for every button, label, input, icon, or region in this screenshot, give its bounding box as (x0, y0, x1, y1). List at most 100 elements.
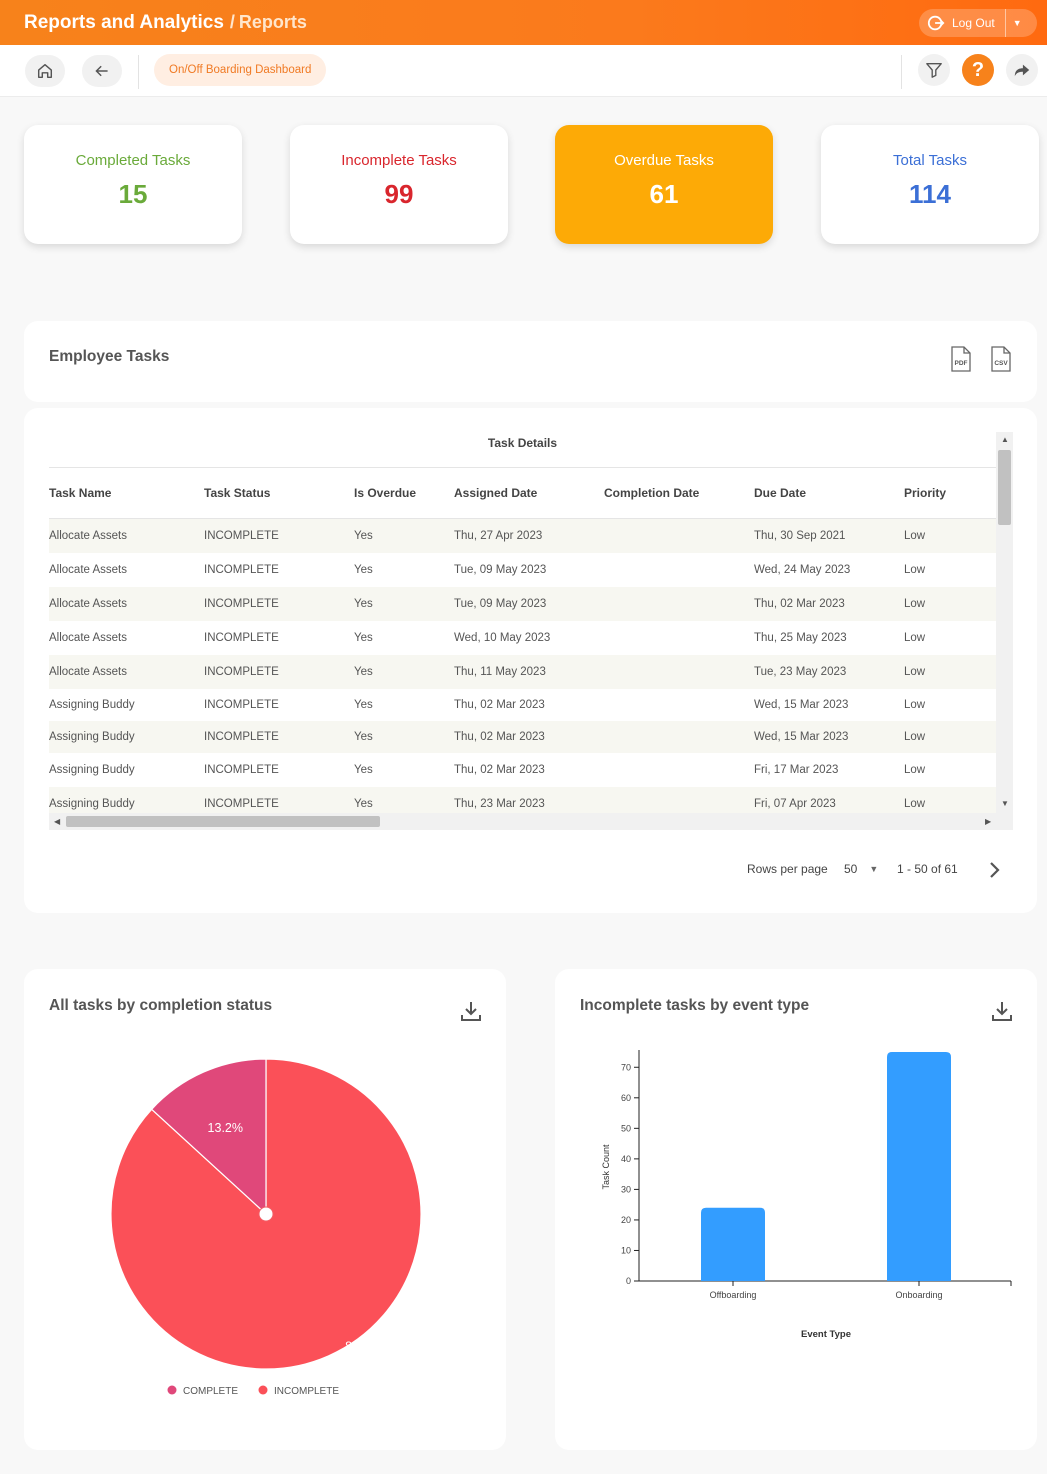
kpi-label: Completed Tasks (75, 152, 191, 169)
column-header-task-status[interactable]: Task Status (204, 486, 271, 500)
table-row[interactable]: Allocate Assets INCOMPLETE Yes Tue, 09 May … (49, 553, 996, 587)
horizontal-scrollbar[interactable]: ◀ ▶ (49, 813, 1013, 830)
employee-tasks-header: Employee Tasks PDF CSV (24, 321, 1037, 402)
scroll-right-icon[interactable]: ▶ (985, 817, 992, 826)
home-icon (37, 63, 53, 79)
download-icon[interactable] (991, 1000, 1013, 1022)
pie-slice-complete[interactable] (150, 1058, 267, 1216)
column-header-priority[interactable]: Priority (904, 486, 947, 500)
cell-task-status: INCOMPLETE (204, 632, 279, 644)
home-button[interactable] (25, 55, 65, 87)
y-tick-label: 60 (621, 1093, 631, 1103)
horizontal-scroll-thumb[interactable] (66, 816, 380, 827)
dashboard-chip[interactable]: On/Off Boarding Dashboard (154, 54, 327, 86)
table-row[interactable]: Allocate Assets INCOMPLETE Yes Thu, 11 May … (49, 655, 996, 689)
vertical-scrollbar[interactable]: ▲ ▼ (996, 432, 1013, 813)
table-header: Task Name Task Status Is Overdue Assigne… (49, 469, 996, 519)
column-header-due-date[interactable]: Due Date (754, 486, 807, 500)
cell-is-overdue: Yes (354, 598, 373, 610)
arrow-left-icon (95, 65, 108, 77)
cell-priority: Low (904, 632, 926, 644)
column-header-assigned-date[interactable]: Assigned Date (454, 486, 538, 500)
kpi-value: 114 (909, 179, 951, 209)
chevron-down-icon[interactable]: ▼ (1012, 18, 1022, 28)
cell-task-status: INCOMPLETE (204, 564, 279, 576)
employee-tasks-table: Task Details Task Name Task Status Is Ov… (49, 432, 1013, 830)
y-tick-label: 20 (621, 1215, 631, 1225)
bar-chart: 0 10 20 30 40 50 60 70 Offboarding Onboarding Even… (601, 1050, 1012, 1340)
pdf-export-icon[interactable]: PDF (950, 346, 972, 372)
share-icon (1014, 64, 1030, 77)
legend-swatch-complete (167, 1385, 177, 1395)
cell-task-name: Assigning Buddy (49, 731, 135, 743)
column-header-is-overdue[interactable]: Is Overdue (354, 486, 417, 500)
cell-task-status: INCOMPLETE (204, 764, 279, 776)
cell-assigned-date: Thu, 02 Mar 2023 (454, 731, 545, 743)
chevron-down-icon: ▼ (869, 864, 879, 874)
cell-task-status: INCOMPLETE (204, 699, 279, 711)
cell-assigned-date: Thu, 02 Mar 2023 (454, 764, 545, 776)
filter-button[interactable] (918, 54, 950, 86)
table-row[interactable]: Assigning Buddy INCOMPLETE Yes Thu, 02 Mar … (49, 721, 996, 753)
breadcrumb-reports[interactable]: Reports (238, 12, 307, 32)
logout-icon (927, 15, 945, 31)
kpi-value: 61 (649, 179, 679, 209)
legend-label-incomplete[interactable]: INCOMPLETE (274, 1386, 339, 1397)
cell-due-date: Wed, 15 Mar 2023 (754, 731, 849, 743)
legend-label-complete[interactable]: COMPLETE (183, 1386, 238, 1397)
cell-assigned-date: Thu, 27 Apr 2023 (454, 530, 543, 542)
cell-is-overdue: Yes (354, 731, 373, 743)
toolbar: On/Off Boarding Dashboard ? (0, 45, 1047, 97)
scroll-up-icon[interactable]: ▲ (1001, 435, 1009, 444)
cell-due-date: Tue, 23 May 2023 (754, 666, 847, 678)
y-tick-label: 30 (621, 1184, 631, 1194)
next-page-icon[interactable] (987, 860, 1003, 880)
task-details-group-header: Task Details (49, 432, 996, 468)
y-tick-label: 40 (621, 1154, 631, 1164)
scroll-left-icon[interactable]: ◀ (54, 817, 61, 826)
logout-button[interactable]: Log Out ▼ (919, 9, 1037, 37)
x-axis-label: Event Type (801, 1329, 851, 1340)
download-icon[interactable] (460, 1000, 482, 1022)
cell-priority: Low (904, 666, 926, 678)
column-header-completion-date[interactable]: Completion Date (604, 486, 700, 500)
bar-offboarding[interactable] (701, 1207, 765, 1281)
y-tick-label: 70 (621, 1062, 631, 1072)
bar-onboarding[interactable] (887, 1052, 951, 1281)
cell-task-name: Allocate Assets (49, 598, 127, 610)
help-button[interactable]: ? (962, 54, 994, 86)
kpi-overdue-tasks[interactable]: Overdue Tasks 61 (555, 125, 773, 244)
cell-priority: Low (904, 530, 926, 542)
kpi-value: 99 (384, 179, 414, 209)
kpi-label: Incomplete Tasks (341, 152, 457, 169)
cell-priority: Low (904, 564, 926, 576)
x-tick-label: Offboarding (710, 1290, 757, 1300)
kpi-completed-tasks[interactable]: Completed Tasks 15 (24, 125, 242, 244)
cell-assigned-date: Tue, 09 May 2023 (454, 598, 547, 610)
cell-task-status: INCOMPLETE (204, 798, 279, 810)
cell-is-overdue: Yes (354, 632, 373, 644)
vertical-scroll-thumb[interactable] (998, 450, 1011, 525)
pie-chart: 86.8% 13.2% COMPLETE INCOMPLETE (110, 1058, 422, 1397)
rows-per-page-select[interactable]: 50 ▼ (844, 862, 878, 876)
table-row[interactable]: Allocate Assets INCOMPLETE Yes Wed, 10 May … (49, 621, 996, 655)
table-row[interactable]: Assigning Buddy INCOMPLETE Yes Thu, 02 Mar … (49, 753, 996, 787)
rows-per-page-value: 50 (844, 862, 858, 876)
share-button[interactable] (1006, 54, 1038, 86)
bar-chart-title: Incomplete tasks by event type (580, 997, 810, 1014)
column-header-task-name[interactable]: Task Name (49, 486, 112, 500)
table-row[interactable]: Assigning Buddy INCOMPLETE Yes Thu, 02 Mar … (49, 689, 996, 721)
cell-due-date: Wed, 15 Mar 2023 (754, 699, 849, 711)
kpi-incomplete-tasks[interactable]: Incomplete Tasks 99 (290, 125, 508, 244)
pagination-range: 1 - 50 of 61 (897, 862, 958, 876)
back-button[interactable] (82, 55, 122, 87)
table-row[interactable]: Allocate Assets INCOMPLETE Yes Tue, 09 May … (49, 587, 996, 621)
cell-task-status: INCOMPLETE (204, 666, 279, 678)
csv-export-icon[interactable]: CSV (990, 346, 1012, 372)
cell-is-overdue: Yes (354, 666, 373, 678)
table-row[interactable]: Allocate Assets INCOMPLETE Yes Thu, 27 Apr … (49, 519, 996, 553)
kpi-total-tasks[interactable]: Total Tasks 114 (821, 125, 1039, 244)
scroll-down-icon[interactable]: ▼ (1001, 799, 1009, 808)
cell-due-date: Thu, 02 Mar 2023 (754, 598, 845, 610)
filter-icon (926, 63, 942, 78)
